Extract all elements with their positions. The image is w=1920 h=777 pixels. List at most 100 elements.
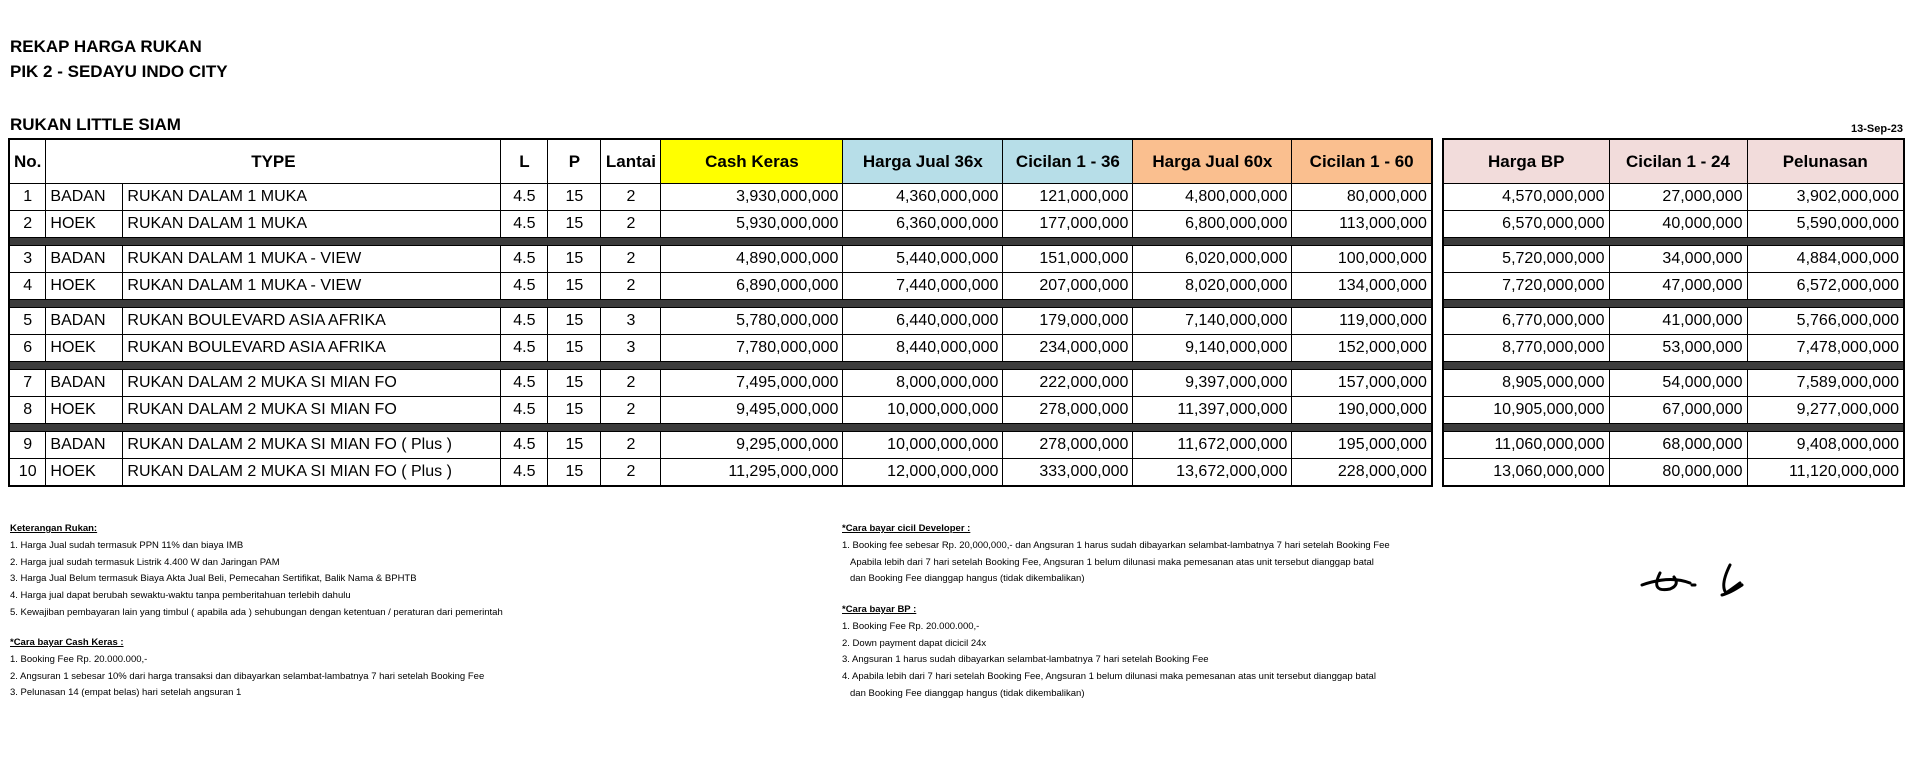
table-cell: 152,000,000 [1291, 334, 1433, 362]
separator-cell [8, 299, 1433, 308]
table-row: 8,770,000,000 53,000,000 7,478,000,000 [1442, 334, 1905, 362]
table-row: 8,905,000,000 54,000,000 7,589,000,000 [1442, 369, 1905, 397]
table-cell: 8,440,000,000 [842, 334, 1004, 362]
table-cell: 121,000,000 [1002, 183, 1134, 211]
table-cell: 5,780,000,000 [660, 307, 844, 335]
note-line: 2. Angsuran 1 sebesar 10% dari harga tra… [10, 670, 485, 682]
table-cell: HOEK [45, 458, 124, 487]
note-heading: Keterangan Rukan: [10, 523, 98, 534]
table-cell: 6,020,000,000 [1132, 245, 1293, 273]
table-cell: 8,770,000,000 [1442, 334, 1610, 362]
table-cell: 4,884,000,000 [1746, 245, 1905, 273]
table-cell: 4,570,000,000 [1442, 183, 1610, 211]
table-cell: 2 [600, 369, 662, 397]
table-cell: BADAN [45, 245, 124, 273]
note-line: dan Booking Fee dianggap hangus (tidak d… [850, 687, 1085, 699]
table-cell: 54,000,000 [1608, 369, 1748, 397]
table-cell: 68,000,000 [1608, 431, 1748, 459]
table-cell: 13,672,000,000 [1132, 458, 1293, 487]
table-cell: 195,000,000 [1291, 431, 1433, 459]
table-row: 5 BADAN RUKAN BOULEVARD ASIA AFRIKA 4.5 15 3 5… [8, 307, 1433, 335]
table-cell: 67,000,000 [1608, 396, 1748, 424]
table-cell: 8,000,000,000 [842, 369, 1004, 397]
table-cell: 5,590,000,000 [1746, 210, 1905, 238]
note-line: dan Booking Fee dianggap hangus (tidak d… [850, 573, 1085, 585]
table-cell: 228,000,000 [1291, 458, 1433, 487]
table-cell: 7,720,000,000 [1442, 272, 1610, 300]
bp-table: Harga BP Cicilan 1 - 24 Pelunasan 4,570,000… [1442, 138, 1905, 487]
table-cell: 80,000,000 [1608, 458, 1748, 487]
table-cell: 6,360,000,000 [842, 210, 1004, 238]
table-row: 13,060,000,000 80,000,000 11,120,000,000 [1442, 458, 1905, 487]
table-cell: 8,020,000,000 [1132, 272, 1293, 300]
table-cell: 7 [8, 369, 47, 397]
table-cell: 4 [8, 272, 47, 300]
table-row: 8 HOEK RUKAN DALAM 2 MUKA SI MIAN FO 4.5 15 2… [8, 396, 1433, 424]
table-cell: RUKAN DALAM 2 MUKA SI MIAN FO [122, 396, 502, 424]
table-cell: 179,000,000 [1002, 307, 1134, 335]
note-heading: *Cara bayar Cash Keras : [10, 637, 124, 648]
column-header: Cicilan 1 - 24 [1608, 138, 1748, 184]
separator [8, 237, 1433, 246]
table-cell: 15 [547, 183, 602, 211]
separator [8, 361, 1433, 370]
table-cell: 234,000,000 [1002, 334, 1134, 362]
table-cell: 100,000,000 [1291, 245, 1433, 273]
table-row: 2 HOEK RUKAN DALAM 1 MUKA 4.5 15 2 5,930,000,0… [8, 210, 1433, 238]
separator-cell [8, 237, 1433, 246]
table-cell: 151,000,000 [1002, 245, 1134, 273]
table-cell: 2 [600, 183, 662, 211]
table-cell: 3,902,000,000 [1746, 183, 1905, 211]
table-cell: 9,140,000,000 [1132, 334, 1293, 362]
table-cell: 80,000,000 [1291, 183, 1433, 211]
table-cell: 15 [547, 369, 602, 397]
separator [1442, 237, 1905, 246]
note-heading: *Cara bayar BP : [842, 604, 917, 615]
table-cell: 4.5 [500, 369, 549, 397]
table-cell: 6,890,000,000 [660, 272, 844, 300]
table-cell: 278,000,000 [1002, 396, 1134, 424]
table-cell: RUKAN DALAM 1 MUKA [122, 210, 502, 238]
table-row: 9 BADAN RUKAN DALAM 2 MUKA SI MIAN FO ( Pl… [8, 431, 1433, 459]
table-row: 4,570,000,000 27,000,000 3,902,000,000 [1442, 183, 1905, 211]
column-header: Harga Jual 60x [1132, 138, 1293, 184]
table-cell: RUKAN BOULEVARD ASIA AFRIKA [122, 307, 502, 335]
note-line: 4. Apabila lebih dari 7 hari setelah Boo… [842, 671, 1376, 683]
separator-cell [1442, 237, 1905, 246]
table-cell: 6,440,000,000 [842, 307, 1004, 335]
note-line: 3. Pelunasan 14 (empat belas) hari setel… [10, 687, 242, 699]
table-cell: 4.5 [500, 245, 549, 273]
table-cell: 5,720,000,000 [1442, 245, 1610, 273]
table-cell: 4.5 [500, 458, 549, 487]
table-cell: 3 [8, 245, 47, 273]
note-line: 5. Kewajiban pembayaran lain yang timbul… [10, 606, 503, 618]
table-cell: 15 [547, 272, 602, 300]
table-cell: RUKAN DALAM 2 MUKA SI MIAN FO [122, 369, 502, 397]
table-row: 6,570,000,000 40,000,000 5,590,000,000 [1442, 210, 1905, 238]
table-cell: 4.5 [500, 183, 549, 211]
table-cell: RUKAN BOULEVARD ASIA AFRIKA [122, 334, 502, 362]
note-line: 1. Harga Jual sudah termasuk PPN 11% dan… [10, 540, 244, 551]
table-cell: 2 [8, 210, 47, 238]
table-cell: 3 [600, 334, 662, 362]
table-cell: 207,000,000 [1002, 272, 1134, 300]
separator-cell [1442, 299, 1905, 308]
separator [1442, 423, 1905, 432]
note-line: 2. Down payment dapat dicicil 24x [842, 637, 987, 649]
signature [1640, 563, 1744, 597]
table-cell: 10,000,000,000 [842, 431, 1004, 459]
table-cell: 2 [600, 458, 662, 487]
table-cell: 222,000,000 [1002, 369, 1134, 397]
note-line: 1. Booking Fee Rp. 20.000.000,- [10, 654, 148, 665]
table-cell: 5,766,000,000 [1746, 307, 1905, 335]
table-cell: RUKAN DALAM 2 MUKA SI MIAN FO ( Plus ) [122, 431, 502, 459]
table-cell: 15 [547, 245, 602, 273]
table-cell: 41,000,000 [1608, 307, 1748, 335]
table-cell: 13,060,000,000 [1442, 458, 1610, 487]
date: 13-Sep-23 [1851, 123, 1903, 135]
column-header: P [547, 138, 602, 184]
subtitle: PIK 2 - SEDAYU INDO CITY [10, 62, 228, 81]
table-cell: 2 [600, 272, 662, 300]
table-cell: 7,780,000,000 [660, 334, 844, 362]
table-cell: 2 [600, 431, 662, 459]
